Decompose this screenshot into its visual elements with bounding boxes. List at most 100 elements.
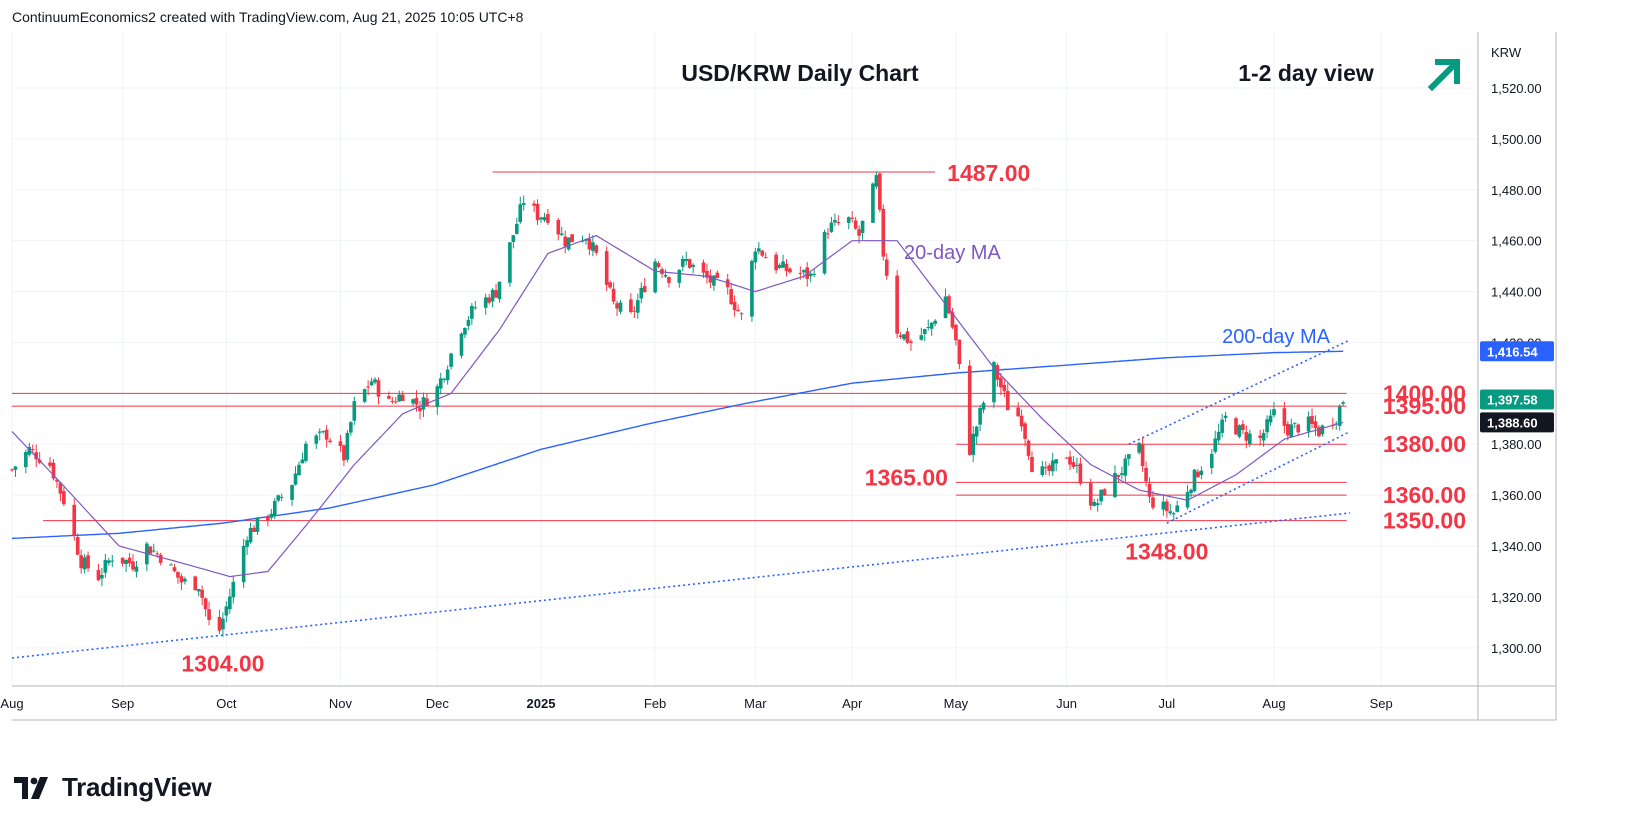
candle-body: [532, 203, 536, 206]
candle-body: [518, 204, 523, 223]
candle-body: [753, 251, 758, 263]
price-tag: [1480, 341, 1554, 362]
candle-body: [781, 261, 785, 268]
candle-body: [255, 517, 260, 532]
candle-body: [321, 431, 325, 433]
candle-body: [425, 398, 429, 407]
tradingview-branding[interactable]: TradingView: [14, 772, 212, 803]
candle-body: [881, 208, 886, 257]
candle-body: [390, 400, 395, 402]
candle-body: [1088, 483, 1093, 506]
candle-body: [680, 258, 685, 267]
view-label: 1-2 day view: [1238, 60, 1374, 86]
candle-body: [1050, 460, 1055, 472]
candle-body: [1123, 458, 1128, 476]
candle-body: [1216, 431, 1221, 441]
candle-body: [1306, 416, 1311, 432]
currency-label: KRW: [1491, 45, 1522, 60]
candle-body: [857, 229, 861, 236]
candle-body: [421, 397, 426, 410]
candle-body: [559, 233, 564, 236]
candle-body: [459, 333, 464, 356]
annotations: 1304.00 1348.00 20-day MA 200-day MA: [181, 242, 1330, 677]
trendlines: [11, 339, 1351, 659]
annotation-label: 1304.00: [181, 651, 264, 677]
y-tick-label: 1,440.00: [1491, 285, 1542, 300]
price-tag-label: 1,397.58: [1487, 393, 1538, 408]
candle-body: [995, 365, 1000, 380]
candle-body: [1234, 418, 1238, 435]
candle-body: [677, 269, 682, 283]
candle-body: [34, 452, 39, 460]
candle-body: [784, 263, 789, 272]
candle-body: [134, 566, 139, 572]
candle-body: [1199, 470, 1204, 475]
candle-body: [971, 433, 976, 455]
candle-body: [777, 264, 782, 268]
candle-body: [120, 557, 125, 564]
candle-body: [919, 335, 924, 340]
candle-body: [393, 401, 398, 403]
candle-body: [950, 312, 955, 328]
axes: 1,300.00 1,320.00 1,340.00 1,360.00 1,380.00…: [0, 32, 1557, 721]
candle-body: [546, 214, 550, 223]
candle-body: [228, 596, 232, 610]
candle-body: [51, 462, 56, 479]
candle-body: [442, 378, 447, 380]
candle-body: [276, 495, 281, 501]
candle-body: [1023, 423, 1027, 439]
candle-body: [1078, 463, 1083, 484]
candle-body: [1272, 409, 1276, 416]
candle-body: [812, 273, 816, 275]
candle-body: [362, 389, 367, 402]
trendline: [1166, 430, 1351, 524]
candle-body: [922, 329, 927, 335]
candle-body: [736, 309, 740, 312]
x-tick-label: Sep: [1370, 696, 1393, 711]
candle-body: [739, 313, 744, 315]
candle-body: [345, 432, 350, 460]
candle-body: [131, 561, 135, 570]
candle-body: [895, 275, 899, 334]
candle-body: [96, 570, 101, 581]
candle-body: [103, 559, 108, 573]
candle-body: [850, 217, 854, 219]
candle-body: [414, 398, 419, 405]
candle-body: [352, 401, 357, 421]
candle-body: [615, 303, 619, 309]
y-tick-label: 1,300.00: [1491, 641, 1542, 656]
candle-body: [304, 443, 308, 461]
candle-body: [1147, 483, 1152, 497]
candle-body: [176, 571, 180, 578]
candle-body: [1261, 433, 1266, 441]
y-tick-label: 1,520.00: [1491, 81, 1542, 96]
ma20-layer: [11, 234, 1344, 578]
candle-body: [127, 557, 132, 564]
candle-body: [1165, 501, 1169, 512]
candle-body: [48, 462, 52, 466]
candle-body: [1168, 511, 1173, 514]
candle-body: [957, 339, 962, 365]
candle-body: [833, 219, 837, 223]
candle-body: [473, 307, 478, 309]
candle-body: [556, 219, 561, 235]
level-label: 1365.00: [865, 464, 948, 490]
candle-body: [1102, 489, 1107, 496]
candle-body: [898, 335, 903, 337]
candle-body: [871, 183, 875, 223]
candle-body: [314, 435, 319, 444]
candle-body: [594, 245, 599, 253]
candle-body: [75, 537, 80, 555]
annotation-label: 1348.00: [1125, 539, 1208, 565]
candle-body: [217, 616, 222, 631]
candle-body: [1237, 425, 1242, 437]
candle-body: [874, 175, 879, 187]
candle-body: [1099, 489, 1103, 502]
candle-body: [490, 289, 495, 302]
candle-body: [774, 254, 778, 271]
x-tick-label: Apr: [842, 696, 863, 711]
candle-body: [570, 234, 574, 243]
x-tick-label: Sep: [111, 696, 134, 711]
candle-body: [974, 426, 979, 437]
